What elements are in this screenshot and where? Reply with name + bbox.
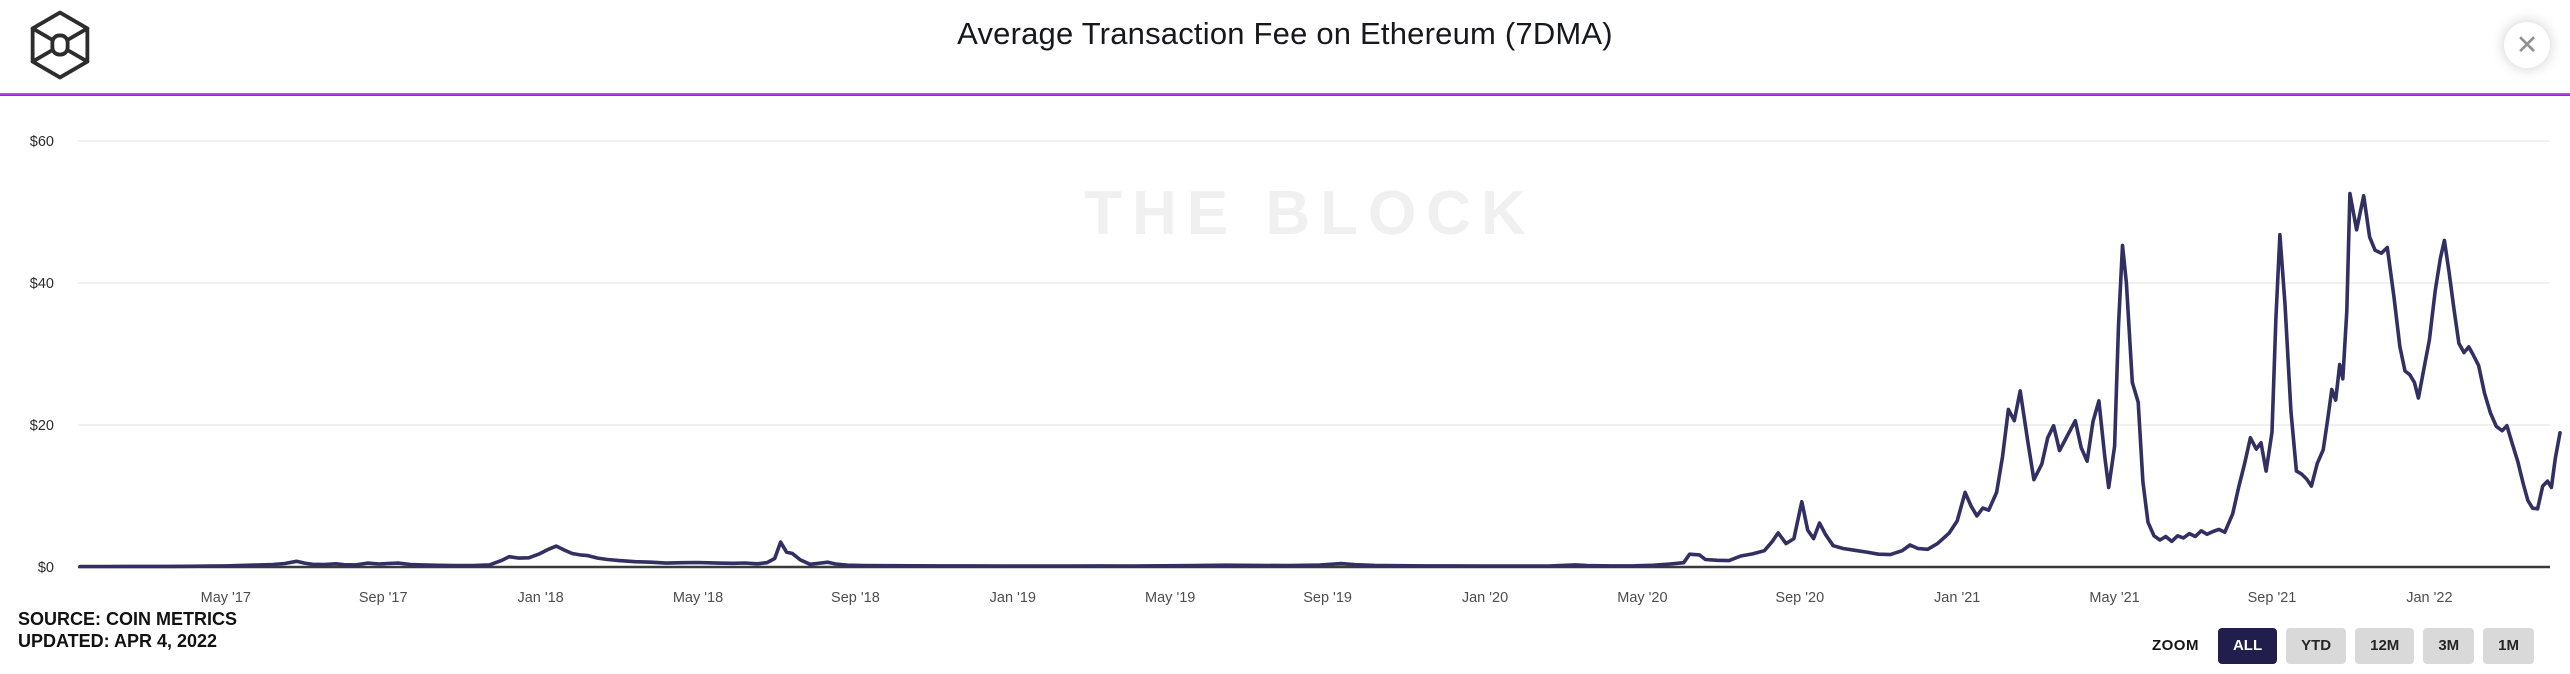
x-tick-label: Jan '19 xyxy=(990,590,1036,606)
chart-footer: SOURCE: COIN METRICS UPDATED: APR 4, 202… xyxy=(18,608,237,652)
the-block-watermark: THE BLOCK xyxy=(1084,179,1536,248)
x-tick-label: Sep '20 xyxy=(1775,590,1824,606)
x-tick-label: Sep '19 xyxy=(1303,590,1352,606)
page-title: Average Transaction Fee on Ethereum (7DM… xyxy=(957,16,1613,51)
zoom-button-ytd[interactable]: YTD xyxy=(2286,627,2347,664)
y-tick-label: $20 xyxy=(30,418,54,434)
x-tick-label: Jan '20 xyxy=(1462,590,1508,606)
zoom-button-group: ALL YTD 12M 3M 1M xyxy=(2209,627,2534,664)
close-icon: ✕ xyxy=(2515,29,2539,61)
x-tick-label: May '17 xyxy=(201,590,251,606)
source-label: SOURCE: COIN METRICS xyxy=(18,609,238,629)
x-tick-label: Jan '21 xyxy=(1934,590,1980,606)
x-tick-label: Sep '21 xyxy=(2248,590,2297,606)
x-tick-label: Jan '18 xyxy=(517,590,563,606)
y-tick-label: $0 xyxy=(38,560,54,576)
y-tick-label: $60 xyxy=(30,134,54,150)
zoom-button-3m[interactable]: 3M xyxy=(2423,627,2475,664)
purple-divider xyxy=(0,93,2570,96)
zoom-controls: ZOOM ALL YTD 12M 3M 1M xyxy=(2152,627,2534,664)
x-tick-label: May '19 xyxy=(1145,590,1195,606)
zoom-button-all[interactable]: ALL xyxy=(2217,627,2278,664)
x-tick-label: Jan '22 xyxy=(2406,590,2452,606)
y-tick-label: $40 xyxy=(30,276,54,292)
x-tick-label: May '20 xyxy=(1617,590,1667,606)
x-tick-label: May '21 xyxy=(2089,590,2139,606)
x-tick-label: Sep '18 xyxy=(831,590,880,606)
fee-line xyxy=(78,191,2562,569)
x-tick-label: Sep '17 xyxy=(359,590,408,606)
zoom-button-12m[interactable]: 12M xyxy=(2355,627,2415,664)
close-button[interactable]: ✕ xyxy=(2504,22,2550,68)
x-tick-label: May '18 xyxy=(673,590,723,606)
updated-label: UPDATED: APR 4, 2022 xyxy=(18,631,218,651)
the-block-logo xyxy=(30,10,90,80)
zoom-button-1m[interactable]: 1M xyxy=(2483,627,2534,664)
zoom-label: ZOOM xyxy=(2151,637,2199,654)
